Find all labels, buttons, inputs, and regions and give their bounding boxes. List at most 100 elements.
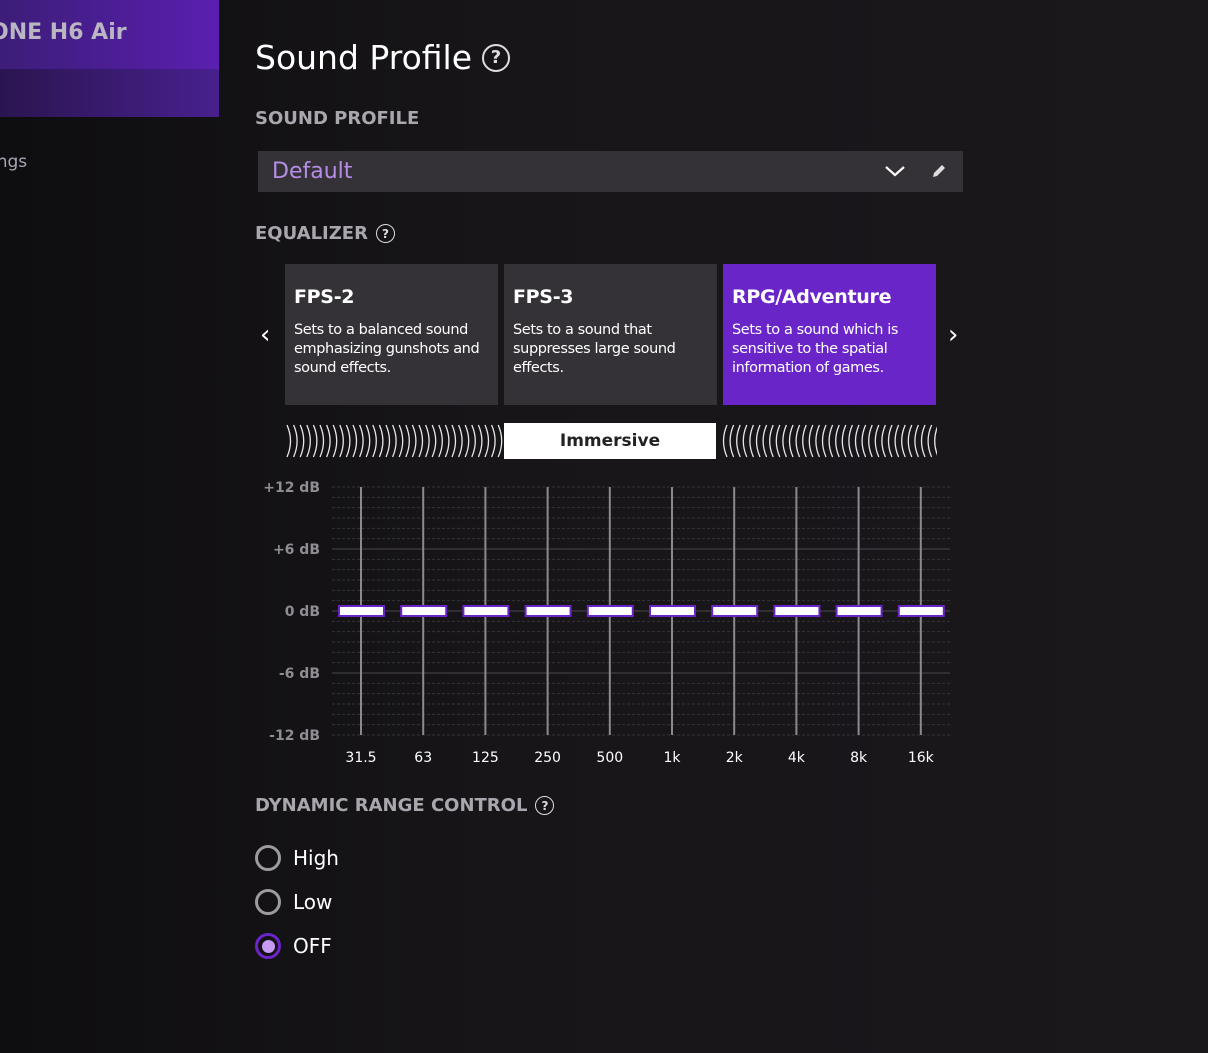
- wave-arc: [378, 424, 384, 458]
- preset-name: FPS-3: [513, 286, 574, 308]
- band-slider-31.5[interactable]: [338, 605, 385, 617]
- wave-arc: [451, 424, 457, 458]
- y-tick-label: 0 dB: [285, 604, 320, 620]
- wave-arc: [372, 424, 377, 458]
- radio-label: Low: [293, 890, 333, 914]
- x-tick-label: 250: [534, 750, 561, 766]
- drc-option-off[interactable]: OFF: [255, 933, 332, 959]
- wave-arc: [339, 424, 344, 458]
- wave-arc: [418, 424, 424, 458]
- wave-arc: [293, 424, 298, 458]
- band-slider-4k[interactable]: [773, 605, 821, 617]
- x-tick-label: 500: [596, 750, 623, 766]
- sound-profile-label: SOUND PROFILE: [255, 108, 420, 129]
- drc-label-text: DYNAMIC RANGE CONTROL: [255, 795, 528, 816]
- wave-arc: [411, 424, 417, 458]
- wave-arc: [769, 424, 774, 458]
- help-icon[interactable]: ?: [482, 43, 511, 72]
- wave-arc: [332, 424, 338, 458]
- sound-profile-dropdown[interactable]: Default: [258, 151, 963, 192]
- x-tick-label: 125: [472, 750, 499, 766]
- wave-arc: [477, 424, 483, 458]
- wave-arc: [815, 424, 820, 458]
- preset-name: RPG/Adventure: [732, 286, 892, 308]
- radio-label: OFF: [293, 934, 332, 958]
- wave-arc: [312, 424, 318, 458]
- equalizer-label-text: EQUALIZER: [255, 223, 368, 244]
- device-name: ONE H6 Air: [0, 20, 127, 45]
- preset-description: Sets to a sound which is sensitive to th…: [732, 322, 899, 376]
- wave-arc: [934, 426, 937, 456]
- next-preset-arrow[interactable]: ›: [948, 320, 959, 350]
- wave-arc: [736, 424, 741, 458]
- band-slider-125[interactable]: [462, 605, 510, 617]
- wave-arc: [802, 424, 807, 458]
- wave-arc: [471, 424, 476, 458]
- wave-arc: [808, 424, 814, 458]
- x-tick-label: 4k: [788, 750, 806, 766]
- sidebar-item-label: ings: [0, 152, 28, 172]
- sidebar-device[interactable]: ONE H6 Air: [0, 0, 219, 69]
- y-tick-label: +6 dB: [273, 542, 320, 558]
- band-slider-2k[interactable]: [711, 605, 759, 617]
- wave-arc: [431, 424, 437, 458]
- band-slider-250[interactable]: [524, 605, 572, 617]
- wave-arc: [854, 424, 860, 458]
- wave-arc: [729, 424, 735, 458]
- wave-arc: [835, 424, 840, 458]
- wave-arc: [444, 424, 450, 458]
- radio-selected-icon[interactable]: [255, 933, 281, 959]
- prev-preset-arrow[interactable]: ‹: [260, 320, 271, 350]
- drc-option-low[interactable]: Low: [255, 889, 332, 915]
- wave-arc: [861, 424, 867, 458]
- wave-arc: [887, 424, 893, 458]
- wave-arc: [722, 424, 728, 458]
- page-title: Sound Profile?: [255, 38, 511, 77]
- mode-immersive-button[interactable]: Immersive: [504, 423, 716, 459]
- wave-arc: [398, 424, 404, 458]
- wave-arc: [359, 424, 364, 458]
- help-icon[interactable]: ?: [535, 796, 555, 815]
- x-tick-label: 31.5: [345, 750, 376, 766]
- band-slider-1k[interactable]: [649, 605, 696, 617]
- preset-card-fps2[interactable]: FPS-2 Sets to a balanced sound emphasizin…: [285, 264, 498, 405]
- help-icon[interactable]: ?: [375, 224, 395, 243]
- wave-arc: [868, 424, 873, 458]
- drc-option-high[interactable]: High: [255, 845, 339, 871]
- wave-arc: [438, 424, 443, 458]
- preset-card-rpg-adventure[interactable]: RPG/Adventure Sets to a sound which is se…: [723, 264, 936, 405]
- preset-card-fps3[interactable]: FPS-3 Sets to a sound that suppresses lar…: [504, 264, 717, 405]
- sidebar-item-settings[interactable]: ings: [0, 69, 219, 172]
- wave-arc: [788, 424, 794, 458]
- wave-arc: [319, 424, 325, 458]
- wave-arc: [385, 424, 391, 458]
- drc-label: DYNAMIC RANGE CONTROL?: [255, 795, 555, 816]
- preset-description: Sets to a balanced sound emphasizing gun…: [294, 322, 480, 376]
- wave-arc: [920, 424, 926, 458]
- band-slider-16k[interactable]: [897, 605, 945, 617]
- radio-icon[interactable]: [255, 845, 281, 871]
- wave-arc: [881, 424, 886, 458]
- wave-arc: [405, 424, 410, 458]
- page-title-text: Sound Profile: [255, 38, 473, 77]
- wave-arc: [491, 424, 496, 458]
- wave-arc: [484, 424, 490, 458]
- wave-arc: [345, 424, 351, 458]
- edit-icon[interactable]: [930, 162, 948, 180]
- preset-description: Sets to a sound that suppresses large so…: [513, 322, 676, 376]
- wave-arc: [286, 424, 292, 458]
- y-tick-label: -6 dB: [279, 666, 320, 682]
- wave-arc: [894, 424, 900, 458]
- band-slider-8k[interactable]: [835, 605, 883, 617]
- wave-arc: [425, 424, 430, 458]
- sound-wave-right-decoration: [722, 424, 937, 458]
- equalizer-chart: +12 dB +6 dB 0 dB -6 dB -12 dB 31.5 63 125 250 50…: [263, 480, 950, 766]
- y-tick-label: +12 dB: [263, 480, 320, 496]
- wave-arc: [749, 424, 754, 458]
- wave-arc: [795, 424, 801, 458]
- band-slider-63[interactable]: [400, 605, 448, 617]
- band-slider-500[interactable]: [586, 605, 634, 617]
- radio-icon[interactable]: [255, 889, 281, 915]
- wave-arc: [914, 424, 919, 458]
- wave-arc: [352, 424, 358, 458]
